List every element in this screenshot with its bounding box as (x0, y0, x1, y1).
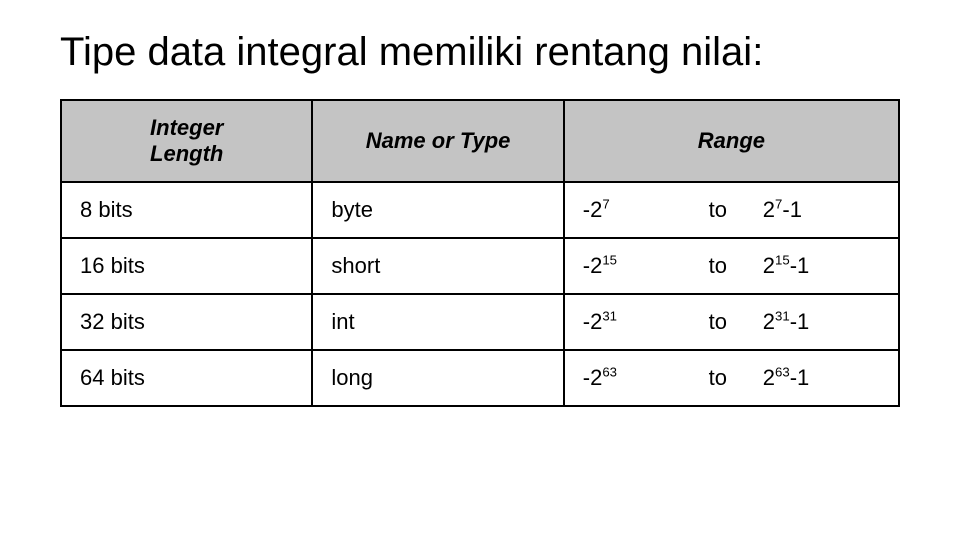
table-row: 64 bits long -263 to 263-1 (61, 350, 899, 406)
range-to: to (673, 253, 763, 279)
range-pos-base: 2 (763, 197, 775, 222)
range-pos: 263-1 (763, 365, 853, 391)
col-header-length: IntegerLength (61, 100, 312, 182)
range-suffix: -1 (790, 365, 810, 390)
table-row: 32 bits int -231 to 231-1 (61, 294, 899, 350)
range-neg: -215 (583, 253, 673, 279)
range-pos-base: 2 (763, 309, 775, 334)
range-neg-exp: 63 (602, 365, 617, 380)
cell-range: -27 to 27-1 (564, 182, 899, 238)
col-header-length-line1: IntegerLength (150, 115, 223, 166)
range-to: to (673, 365, 763, 391)
range-pos-base: 2 (763, 365, 775, 390)
col-header-range: Range (564, 100, 899, 182)
range-expression: -231 to 231-1 (583, 309, 880, 335)
cell-type: long (312, 350, 563, 406)
range-neg-exp: 7 (602, 197, 609, 212)
range-pos-exp: 63 (775, 365, 790, 380)
cell-range: -263 to 263-1 (564, 350, 899, 406)
range-neg-base: -2 (583, 309, 603, 334)
table-header-row: IntegerLength Name or Type Range (61, 100, 899, 182)
integral-types-table: IntegerLength Name or Type Range 8 bits … (60, 99, 900, 407)
range-neg: -263 (583, 365, 673, 391)
range-pos: 215-1 (763, 253, 853, 279)
range-to: to (673, 309, 763, 335)
range-suffix: -1 (790, 309, 810, 334)
range-suffix: -1 (790, 253, 810, 278)
cell-type: int (312, 294, 563, 350)
range-neg-base: -2 (583, 253, 603, 278)
slide: Tipe data integral memiliki rentang nila… (0, 0, 960, 540)
cell-length: 16 bits (61, 238, 312, 294)
range-expression: -27 to 27-1 (583, 197, 880, 223)
range-suffix: -1 (782, 197, 802, 222)
range-to: to (673, 197, 763, 223)
range-neg-exp: 31 (602, 309, 617, 324)
range-neg-base: -2 (583, 365, 603, 390)
range-expression: -215 to 215-1 (583, 253, 880, 279)
range-pos: 231-1 (763, 309, 853, 335)
range-pos: 27-1 (763, 197, 853, 223)
range-neg: -231 (583, 309, 673, 335)
slide-title: Tipe data integral memiliki rentang nila… (60, 30, 900, 75)
range-neg-base: -2 (583, 197, 603, 222)
range-pos-exp: 31 (775, 309, 790, 324)
cell-range: -215 to 215-1 (564, 238, 899, 294)
range-pos-exp: 15 (775, 253, 790, 268)
range-neg: -27 (583, 197, 673, 223)
range-expression: -263 to 263-1 (583, 365, 880, 391)
table-row: 8 bits byte -27 to 27-1 (61, 182, 899, 238)
cell-length: 8 bits (61, 182, 312, 238)
cell-type: short (312, 238, 563, 294)
cell-type: byte (312, 182, 563, 238)
cell-length: 32 bits (61, 294, 312, 350)
table-row: 16 bits short -215 to 215-1 (61, 238, 899, 294)
range-neg-exp: 15 (602, 253, 617, 268)
cell-range: -231 to 231-1 (564, 294, 899, 350)
col-header-type: Name or Type (312, 100, 563, 182)
range-pos-base: 2 (763, 253, 775, 278)
cell-length: 64 bits (61, 350, 312, 406)
